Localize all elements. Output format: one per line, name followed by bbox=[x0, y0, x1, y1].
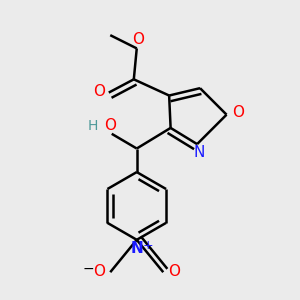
Text: H: H bbox=[87, 119, 98, 134]
Text: O: O bbox=[232, 105, 244, 120]
Text: O: O bbox=[93, 264, 105, 279]
Text: +: + bbox=[142, 239, 153, 252]
Text: O: O bbox=[168, 264, 180, 279]
Text: O: O bbox=[132, 32, 144, 47]
Text: N: N bbox=[194, 145, 205, 160]
Text: −: − bbox=[82, 262, 94, 276]
Text: O: O bbox=[93, 84, 105, 99]
Text: O: O bbox=[104, 118, 116, 133]
Text: N: N bbox=[130, 241, 143, 256]
